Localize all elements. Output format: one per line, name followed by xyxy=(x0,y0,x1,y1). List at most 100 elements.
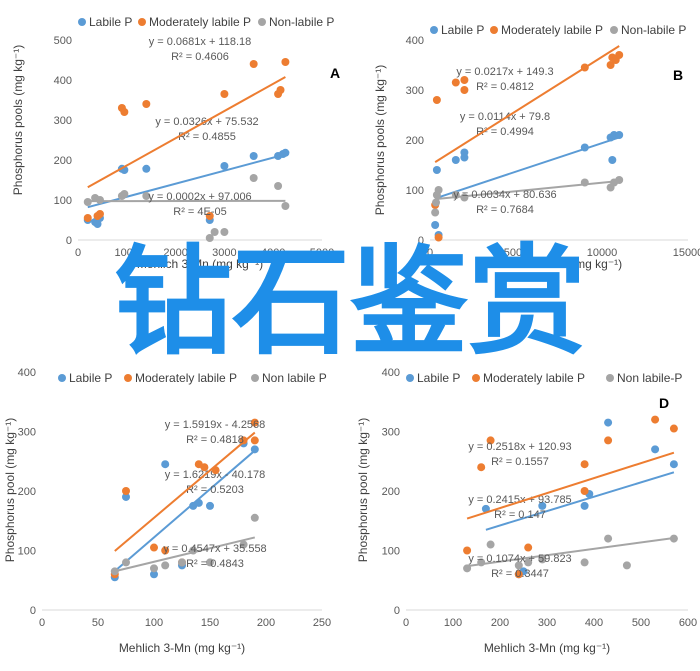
trendline-moderate xyxy=(87,76,286,189)
legend-marker-nonlabile xyxy=(251,374,259,382)
data-point-nonlabile xyxy=(432,198,441,207)
legend-label-labile: Labile P xyxy=(441,23,484,37)
data-point-moderate xyxy=(604,436,613,445)
legend-marker-moderate xyxy=(490,26,498,34)
data-point-moderate xyxy=(95,210,104,218)
trend-r-squared: R² = 0.4818 xyxy=(186,434,244,446)
trendline-nonlabile xyxy=(114,536,256,573)
legend-label-moderate: Moderately labile P xyxy=(501,23,603,37)
data-point-nonlabile xyxy=(83,198,92,206)
x-axis-label: Mehlich 3-Mn (mg kg⁻¹) xyxy=(119,641,245,655)
data-point-moderate xyxy=(451,78,460,87)
legend-marker-moderate xyxy=(124,374,132,382)
trendline-nonlabile xyxy=(466,536,675,568)
x-tick-label: 0 xyxy=(403,617,409,629)
y-tick-label: 100 xyxy=(54,195,72,207)
y-axis-label: Phosphorus pool (mg kg⁻¹) xyxy=(356,418,370,562)
x-tick-label: 0 xyxy=(39,617,45,629)
x-tick-label: 250 xyxy=(313,617,331,629)
panel-letter: A xyxy=(330,65,340,81)
x-tick-label: 4000 xyxy=(261,247,285,259)
x-tick-label: 600 xyxy=(679,617,697,629)
y-tick-label: 100 xyxy=(18,546,36,558)
data-point-moderate xyxy=(463,546,472,555)
legend-marker-labile xyxy=(430,26,438,34)
data-point-labile xyxy=(220,162,229,170)
data-point-moderate xyxy=(122,487,130,495)
trend-equation: y = 0.4547x + 35.558 xyxy=(163,543,266,555)
legend-label-nonlabile: Non-labile P xyxy=(621,23,686,37)
y-tick-label: 0 xyxy=(30,605,36,617)
trend-r-squared: R² = 0.5203 xyxy=(186,484,244,496)
trend-equation: y = 0.2518x + 120.93 xyxy=(468,441,571,453)
trend-equation: y = 1.5919x - 4.2568 xyxy=(165,419,266,431)
panel-letter: B xyxy=(673,67,683,83)
data-point-moderate xyxy=(161,546,170,555)
data-point-labile xyxy=(460,148,469,157)
data-point-moderate xyxy=(150,543,158,552)
data-point-nonlabile xyxy=(95,196,104,204)
y-tick-label: 400 xyxy=(54,75,72,87)
y-tick-label: 300 xyxy=(382,427,400,439)
y-tick-label: 500 xyxy=(54,35,72,47)
data-point-moderate xyxy=(250,418,259,427)
data-point-moderate xyxy=(142,100,151,108)
x-tick-label: 100 xyxy=(145,617,163,629)
x-axis-label: Mehlich 3-Mn (mg kg⁻¹) xyxy=(496,257,622,271)
y-tick-label: 0 xyxy=(66,235,72,247)
trend-r-squared: R² = 0.3447 xyxy=(491,568,549,580)
trend-equation: y = 0.0326x + 75.532 xyxy=(155,116,258,128)
watermark-text: 钻石鉴赏 xyxy=(114,233,586,371)
data-point-moderate xyxy=(580,487,589,495)
trend-equation: y = 0.0002x + 97.006 xyxy=(148,191,251,203)
y-tick-label: 400 xyxy=(18,367,36,379)
legend-label-nonlabile: Non labile P xyxy=(262,371,327,385)
data-point-moderate xyxy=(432,96,441,104)
trend-r-squared: R² = 0.1557 xyxy=(491,456,549,468)
y-tick-label: 400 xyxy=(382,367,400,379)
data-point-moderate xyxy=(615,51,624,59)
data-point-moderate xyxy=(477,463,486,472)
data-point-labile xyxy=(249,152,258,160)
x-tick-label: 5000 xyxy=(504,247,528,259)
data-point-moderate xyxy=(276,86,285,94)
data-point-nonlabile xyxy=(434,186,443,194)
x-tick-label: 0 xyxy=(427,247,433,259)
data-point-moderate xyxy=(486,436,495,445)
legend-marker-nonlabile xyxy=(610,26,618,34)
data-point-nonlabile xyxy=(250,513,259,522)
legend-label-moderate: Moderately labile P xyxy=(135,371,237,385)
x-tick-label: 5000 xyxy=(310,247,334,259)
data-point-nonlabile xyxy=(477,558,486,567)
data-point-labile xyxy=(580,501,589,510)
legend-marker-nonlabile xyxy=(258,18,266,26)
y-tick-label: 200 xyxy=(18,486,36,498)
data-point-nonlabile xyxy=(486,540,495,549)
data-point-moderate xyxy=(249,60,258,68)
legend-marker-labile xyxy=(406,374,414,382)
y-tick-label: 200 xyxy=(54,155,72,167)
data-point-nonlabile xyxy=(281,202,290,210)
data-point-nonlabile xyxy=(580,178,589,187)
data-point-nonlabile xyxy=(249,174,258,182)
data-point-labile xyxy=(161,460,170,469)
data-point-moderate xyxy=(211,466,220,475)
x-tick-label: 300 xyxy=(538,617,556,629)
y-tick-label: 400 xyxy=(406,35,424,47)
data-point-moderate xyxy=(281,58,290,66)
data-point-nonlabile xyxy=(161,561,170,570)
legend-marker-moderate xyxy=(472,374,480,382)
trend-equation: y = 0.0217x + 149.3 xyxy=(456,66,553,78)
data-point-nonlabile xyxy=(110,567,119,576)
data-point-nonlabile xyxy=(431,208,440,217)
data-point-labile xyxy=(615,131,624,139)
trend-r-squared: R² = 0.7684 xyxy=(476,204,534,216)
x-tick-label: 3000 xyxy=(212,247,236,259)
legend-label-nonlabile: Non-labile P xyxy=(269,15,334,29)
data-point-labile xyxy=(281,148,290,157)
trend-equation: y = 0.0681x + 118.18 xyxy=(149,36,252,48)
y-axis-label: Phosphorus pools (mg kg⁻¹) xyxy=(11,45,25,195)
data-point-moderate xyxy=(220,90,229,98)
